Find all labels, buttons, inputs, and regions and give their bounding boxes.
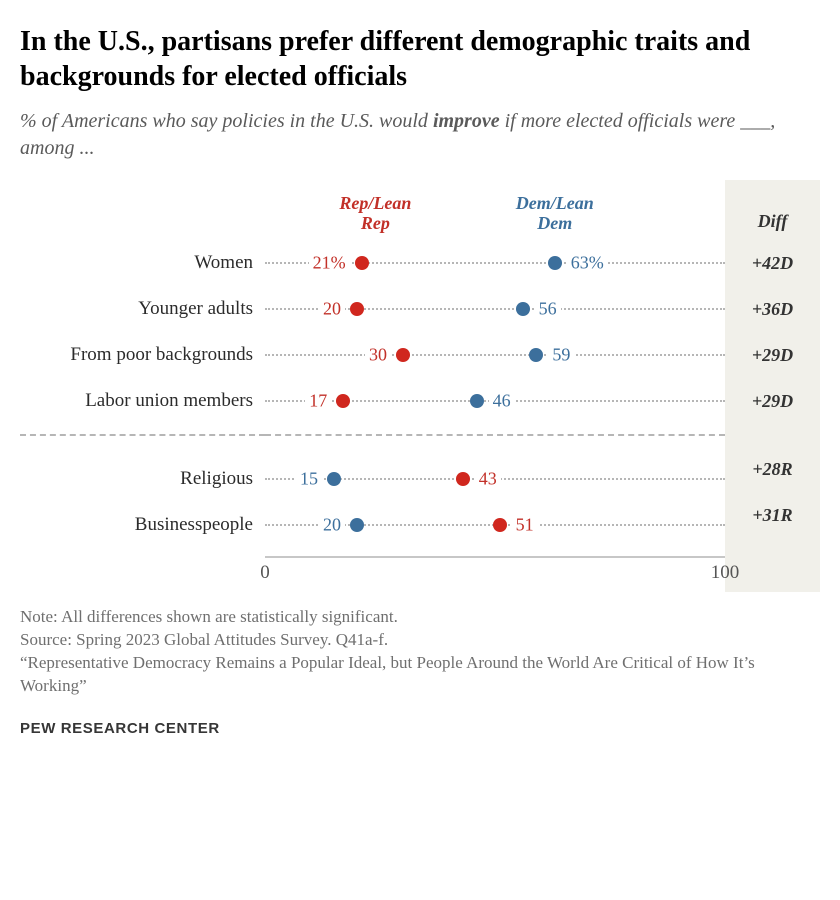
legend-rep: Rep/LeanRep: [339, 193, 411, 234]
footnote-line: “Representative Democracy Remains a Popu…: [20, 652, 820, 698]
rep-dot: [493, 518, 507, 532]
dotplot-row: 30 59: [265, 332, 725, 378]
dotplot-row: 2051: [265, 502, 725, 548]
diff-value: +31R: [725, 505, 820, 526]
attribution: PEW RESEARCH CENTER: [20, 720, 820, 737]
rep-dot: [355, 256, 369, 270]
dotplot-row: 1543: [265, 456, 725, 502]
dotplot-row: 21% 63%: [265, 240, 725, 286]
diff-value: +36D: [725, 299, 820, 320]
diff-value: +29D: [725, 345, 820, 366]
chart-title: In the U.S., partisans prefer different …: [20, 24, 820, 94]
row-label: Businesspeople: [20, 514, 265, 536]
rep-dot: [350, 302, 364, 316]
diff-value: +29D: [725, 391, 820, 412]
dem-dot: [548, 256, 562, 270]
diff-value: +42D: [725, 253, 820, 274]
row-label: Labor union members: [20, 390, 265, 412]
dem-dot: [529, 348, 543, 362]
rep-dot: [396, 348, 410, 362]
value-label: 59: [548, 345, 574, 366]
value-label: 17: [305, 391, 331, 412]
dem-dot: [516, 302, 530, 316]
axis-tick: 0: [260, 562, 270, 584]
subtitle-bold: improve: [433, 110, 500, 132]
value-label: 20: [319, 515, 345, 536]
dotplot-row: 2056: [265, 286, 725, 332]
value-label: 30: [365, 345, 391, 366]
row-label: Women: [20, 252, 265, 274]
dem-dot: [350, 518, 364, 532]
legend-dem: Dem/LeanDem: [516, 193, 594, 234]
rep-dot: [336, 394, 350, 408]
dotplot-row: 1746: [265, 378, 725, 424]
dem-dot: [470, 394, 484, 408]
footnote-line: Note: All differences shown are statisti…: [20, 606, 820, 629]
value-label: 15: [296, 469, 322, 490]
footnote-line: Source: Spring 2023 Global Attitudes Sur…: [20, 629, 820, 652]
row-label: Religious: [20, 468, 265, 490]
rep-dot: [456, 472, 470, 486]
value-label: 56: [535, 299, 561, 320]
footnotes: Note: All differences shown are statisti…: [20, 606, 820, 698]
value-label: 63%: [567, 253, 608, 274]
value-label: 20: [319, 299, 345, 320]
subtitle-pre: % of Americans who say policies in the U…: [20, 110, 433, 132]
value-label: 21%: [309, 253, 350, 274]
dotplot-chart: Women Younger adults From poor backgrounds…: [20, 180, 820, 592]
row-label: Younger adults: [20, 298, 265, 320]
x-axis: 0100: [265, 548, 725, 592]
value-label: 51: [512, 515, 538, 536]
legend-diff: Diff: [725, 211, 820, 240]
row-label: From poor backgrounds: [20, 344, 265, 366]
chart-subtitle: % of Americans who say policies in the U…: [20, 108, 820, 162]
dem-dot: [327, 472, 341, 486]
diff-value: +28R: [725, 459, 820, 480]
value-label: 46: [489, 391, 515, 412]
value-label: 43: [475, 469, 501, 490]
